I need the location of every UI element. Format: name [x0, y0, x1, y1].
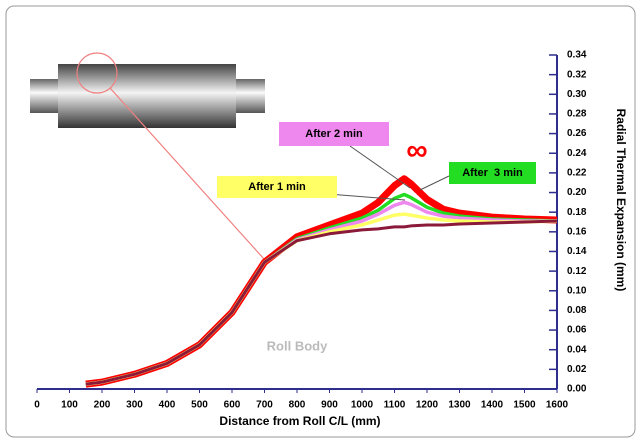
annotation: Roll Body — [267, 338, 328, 353]
roll-neck — [30, 79, 62, 113]
chart: Roll Body Distance from Roll C/L (mm) Ra… — [0, 0, 641, 443]
y-tick-label: 0.00 — [567, 384, 587, 395]
x-tick-label: 1100 — [384, 400, 406, 411]
x-tick-label: 200 — [94, 400, 111, 411]
y-tick-label: 0.30 — [567, 89, 587, 100]
y-tick-label: 0.02 — [567, 364, 587, 375]
y-tick-label: 0.32 — [567, 69, 587, 80]
x-tick-label: 400 — [159, 400, 176, 411]
x-tick-label: 1300 — [448, 400, 471, 411]
x-tick-label: 1400 — [481, 400, 504, 411]
y-tick-label: 0.22 — [567, 168, 587, 179]
y-tick-label: 0.12 — [567, 266, 587, 277]
x-tick-label: 1000 — [351, 400, 374, 411]
y-tick-label: 0.08 — [567, 305, 587, 316]
x-tick-label: 1600 — [546, 400, 569, 411]
roll-body — [58, 64, 236, 128]
y-tick-label: 0.06 — [567, 325, 587, 336]
series-label: After 1 min — [248, 181, 306, 193]
x-tick-label: 1500 — [513, 400, 536, 411]
y-tick-label: 0.04 — [567, 344, 587, 355]
x-tick-label: 500 — [191, 400, 208, 411]
x-tick-label: 600 — [224, 400, 241, 411]
x-tick-label: 300 — [126, 400, 143, 411]
series-label: ∞ — [406, 134, 427, 167]
y-tick-label: 0.16 — [567, 226, 587, 237]
x-tick-label: 900 — [321, 400, 338, 411]
x-tick-label: 700 — [256, 400, 273, 411]
series-label: After 3 min — [462, 167, 523, 179]
y-tick-label: 0.14 — [567, 246, 587, 257]
y-tick-label: 0.10 — [567, 285, 587, 296]
y-tick-label: 0.18 — [567, 207, 587, 218]
x-tick-label: 1200 — [416, 400, 439, 411]
y-tick-label: 0.20 — [567, 187, 587, 198]
y-axis-label: Radial Thermal Expansion (mm) — [614, 109, 628, 292]
y-tick-label: 0.28 — [567, 109, 587, 120]
x-axis-label: Distance from Roll C/L (mm) — [219, 414, 380, 428]
y-tick-label: 0.26 — [567, 128, 587, 139]
x-tick-label: 100 — [61, 400, 78, 411]
y-tick-label: 0.24 — [567, 148, 587, 159]
roll-neck — [233, 79, 265, 113]
x-tick-label: 800 — [289, 400, 306, 411]
y-tick-label: 0.34 — [567, 50, 587, 61]
series-label: After 2 min — [305, 128, 363, 140]
x-tick-label: 0 — [34, 400, 40, 411]
